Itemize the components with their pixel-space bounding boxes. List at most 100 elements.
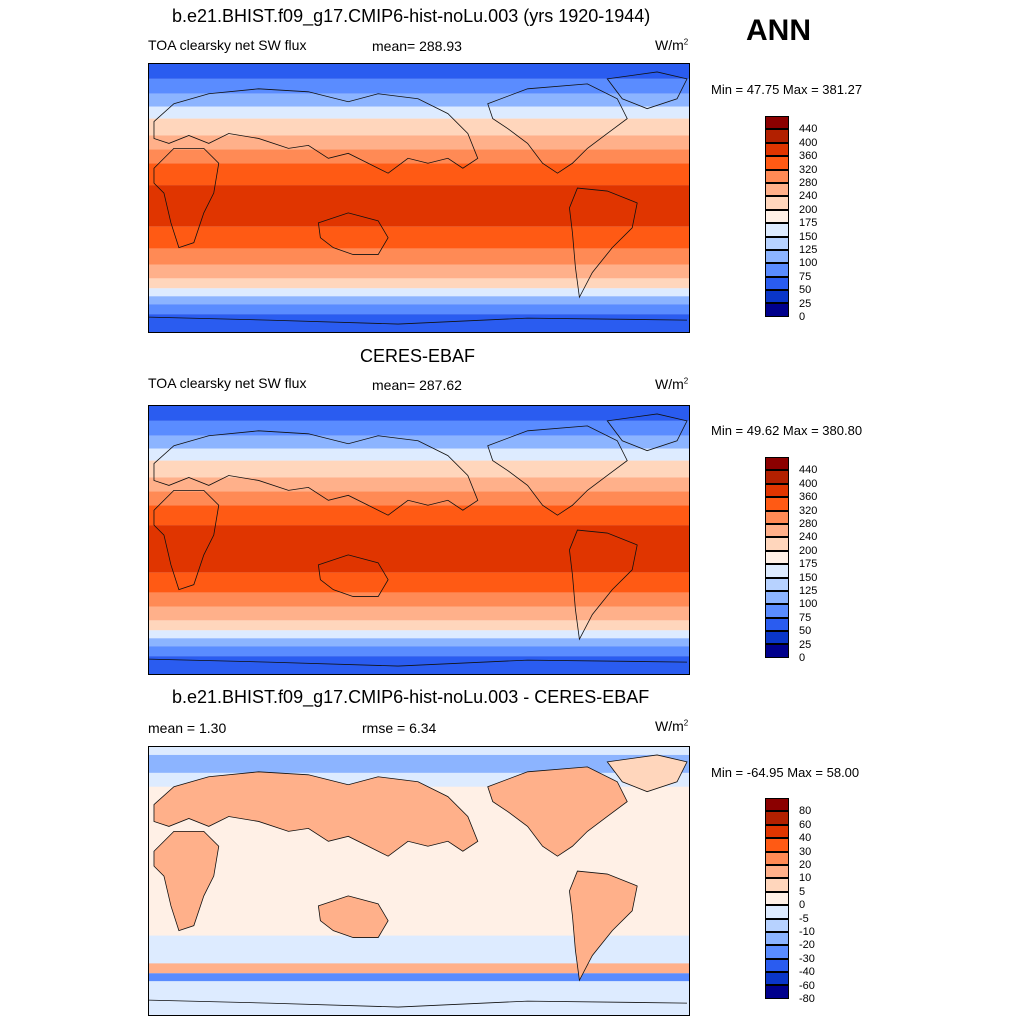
band <box>149 118 689 136</box>
colorbar-tick-label: 320 <box>799 163 818 176</box>
australia-outline <box>317 212 389 255</box>
colorbar-swatch <box>765 457 789 471</box>
colorbar-tick-label: 40 <box>799 832 812 845</box>
band <box>149 226 689 249</box>
band <box>149 572 689 593</box>
colorbar-tick-label: 240 <box>799 531 818 544</box>
band <box>149 606 689 621</box>
band <box>149 477 689 492</box>
south-america-outline <box>569 187 638 299</box>
colorbar-tick-label: 150 <box>799 230 818 243</box>
south-america-outline <box>569 870 638 982</box>
panel3-rmse-label: rmse = 6.34 <box>362 720 437 736</box>
colorbar-tick-label: 200 <box>799 544 818 557</box>
band <box>149 135 689 150</box>
colorbar-tick-label: 175 <box>799 558 818 571</box>
greenland-outline <box>606 754 688 793</box>
colorbar-swatch <box>765 276 789 291</box>
band <box>149 448 689 461</box>
colorbar-tick-label: -40 <box>799 966 815 979</box>
colorbar-tick-label: 400 <box>799 477 818 490</box>
panel2-map <box>148 405 690 675</box>
band <box>149 460 689 478</box>
colorbar-swatch <box>765 958 789 973</box>
colorbar-tick-label: 280 <box>799 518 818 530</box>
panel2-colorbar <box>765 457 789 658</box>
band <box>149 435 689 449</box>
band <box>149 963 689 974</box>
panel3-colorbar <box>765 798 789 999</box>
coastlines <box>149 413 688 667</box>
band <box>149 973 689 982</box>
band <box>149 278 689 289</box>
colorbar-tick-label: 280 <box>799 177 818 189</box>
band <box>149 592 689 607</box>
antarctica-outline <box>149 316 688 325</box>
colorbar-swatch <box>765 483 789 498</box>
colorbar-swatch <box>765 537 789 551</box>
coastlines <box>149 71 688 325</box>
band <box>149 264 689 279</box>
land-anomaly <box>149 754 688 1008</box>
colorbar-tick-label: 125 <box>799 244 818 256</box>
colorbar-tick-label: 240 <box>799 190 818 203</box>
band <box>149 525 689 573</box>
antarctica-outline <box>149 658 688 667</box>
colorbar-tick-label: 150 <box>799 571 818 584</box>
colorbar-swatch <box>765 510 789 524</box>
panel3-map <box>148 746 690 1016</box>
band <box>149 620 689 631</box>
panel1-colorbar <box>765 116 789 317</box>
panel3-minmax-label: Min = -64.95 Max = 58.00 <box>711 765 860 780</box>
eurasia-outline <box>153 88 479 174</box>
panel1-mean-label: mean= 288.93 <box>372 38 462 54</box>
colorbar-tick-label: 75 <box>799 611 812 624</box>
colorbar-swatch <box>765 116 789 130</box>
band <box>149 149 689 164</box>
south-america-outline <box>569 529 638 641</box>
greenland-outline <box>606 71 688 110</box>
greenland-outline <box>606 413 688 452</box>
colorbar-tick-label: 50 <box>799 284 812 297</box>
colorbar-swatch <box>765 182 789 197</box>
colorbar-tick-label: 0 <box>799 652 806 664</box>
colorbar-swatch <box>765 236 789 250</box>
panel1-map <box>148 63 690 333</box>
band <box>149 185 689 227</box>
panel2-map-svg <box>149 406 689 674</box>
panel2-units-label: W/m2 <box>655 376 689 392</box>
colorbar-swatch <box>765 223 789 237</box>
colorbar-swatch <box>765 604 789 618</box>
panel1-map-svg <box>149 64 689 332</box>
colorbar-tick-label: -10 <box>799 926 815 938</box>
colorbar-tick-label: 25 <box>799 638 812 651</box>
colorbar-tick-label: 100 <box>799 598 818 611</box>
colorbar-tick-label: 175 <box>799 217 818 230</box>
panel3-map-svg <box>149 747 689 1015</box>
colorbar-tick-label: 30 <box>799 845 812 858</box>
colorbar-swatch <box>765 156 789 170</box>
colorbar-tick-label: 360 <box>799 491 818 504</box>
colorbar-tick-label: -60 <box>799 979 815 992</box>
band <box>149 288 689 297</box>
colorbar-swatch <box>765 985 789 999</box>
panel3-mean-label: mean = 1.30 <box>148 720 227 736</box>
band <box>149 296 689 305</box>
colorbar-tick-label: 320 <box>799 504 818 517</box>
colorbar-swatch <box>765 169 789 183</box>
season-label: ANN <box>746 14 811 47</box>
colorbar-swatch <box>765 470 789 484</box>
australia-outline <box>317 554 389 597</box>
band <box>149 646 689 657</box>
eurasia-outline <box>153 430 479 516</box>
colorbar-tick-label: 25 <box>799 297 812 310</box>
colorbar-tick-label: 440 <box>799 123 818 136</box>
band <box>149 106 689 119</box>
band <box>149 406 689 421</box>
colorbar-tick-label: 0 <box>799 899 806 912</box>
colorbar-swatch <box>765 838 789 852</box>
colorbar-swatch <box>765 303 789 317</box>
panel2-variable-label: TOA clearsky net SW flux <box>148 375 307 391</box>
colorbar-tick-label: 200 <box>799 203 818 216</box>
band <box>149 754 689 773</box>
